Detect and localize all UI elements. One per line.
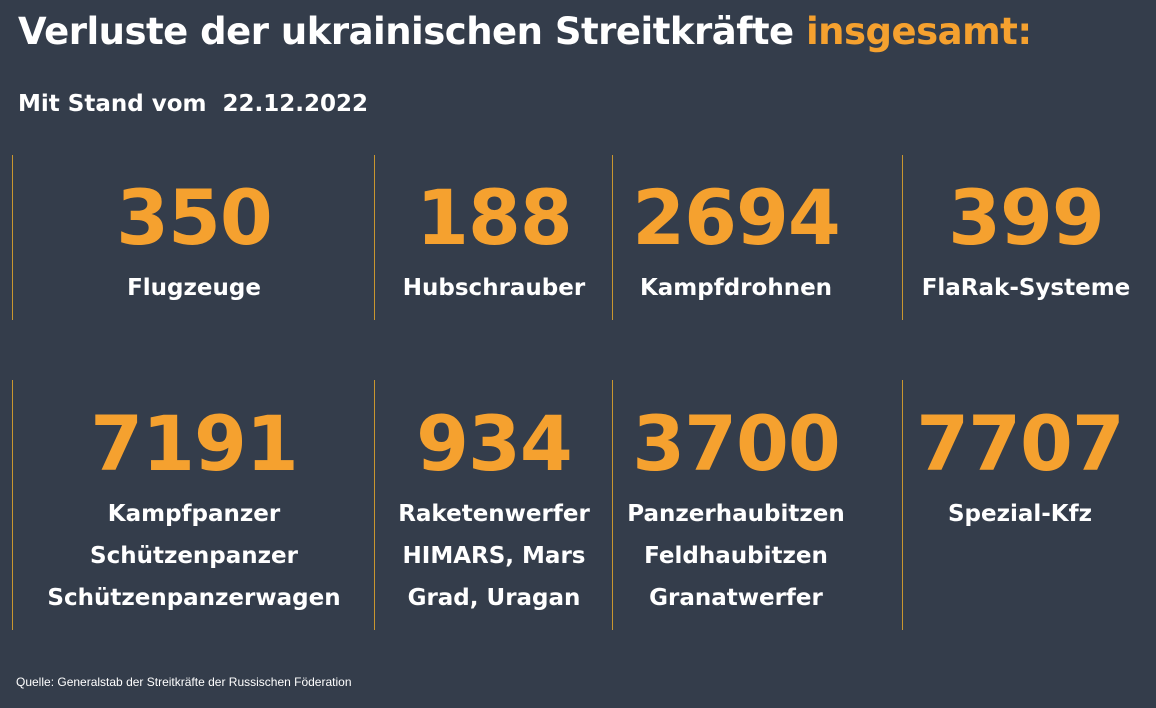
stat-label: Granatwerfer [649,585,823,611]
divider-line [902,380,903,630]
stat-label: Spezial-Kfz [947,501,1093,527]
stat-label: Grad, Uragan [407,585,581,611]
divider-line [612,155,613,320]
stat-value: 7707 [916,399,1125,488]
stat-value: 350 [116,173,273,262]
stat-label: Panzerhaubitzen [627,501,845,527]
stat-raketenwerfer: 934 Raketenwerfer HIMARS, Mars Grad, Ura… [376,404,612,619]
divider-line [12,380,13,630]
stat-value: 188 [416,173,573,262]
stat-value: 2694 [632,173,841,262]
date-line: Mit Stand vom 22.12.2022 [18,91,368,117]
title-accent: insgesamt: [805,10,1032,53]
stat-flugzeuge: 350 Flugzeuge [44,178,344,309]
divider-line [612,380,613,630]
page-title: Verluste der ukrainischen Streitkräfte i… [18,10,1032,53]
source-note: Quelle: Generalstab der Streitkräfte der… [16,675,352,689]
stat-label: Raketenwerfer [398,501,590,527]
stat-label: Kampfpanzer [107,501,281,527]
stat-value: 7191 [90,399,299,488]
date-value: 22.12.2022 [222,91,368,117]
stat-spezial-kfz: 7707 Spezial-Kfz [904,404,1136,535]
date-label: Mit Stand vom [18,91,207,117]
divider-line [374,155,375,320]
stat-label: HIMARS, Mars [402,543,586,569]
stat-label: Feldhaubitzen [644,543,828,569]
stat-label: Kampfdrohnen [639,275,833,301]
stat-kampfpanzer: 7191 Kampfpanzer Schützenpanzer Schützen… [44,404,344,619]
stat-hubschrauber: 188 Hubschrauber [376,178,612,309]
stat-label: Hubschrauber [402,275,586,301]
stat-label: FlaRak-Systeme [921,275,1131,301]
divider-line [374,380,375,630]
stat-value: 3700 [632,399,841,488]
stat-panzerhaubitzen: 3700 Panzerhaubitzen Feldhaubitzen Grana… [614,404,858,619]
stat-kampfdrohnen: 2694 Kampfdrohnen [614,178,858,309]
title-main: Verluste der ukrainischen Streitkräfte [18,10,806,53]
divider-line [12,155,13,320]
stat-label: Flugzeuge [127,275,261,301]
stat-flarak-systeme: 399 FlaRak-Systeme [904,178,1148,309]
stat-value: 934 [416,399,573,488]
stat-label: Schützenpanzer [90,543,298,569]
stat-label: Schützenpanzerwagen [47,585,341,611]
stat-value: 399 [948,173,1105,262]
divider-line [902,155,903,320]
